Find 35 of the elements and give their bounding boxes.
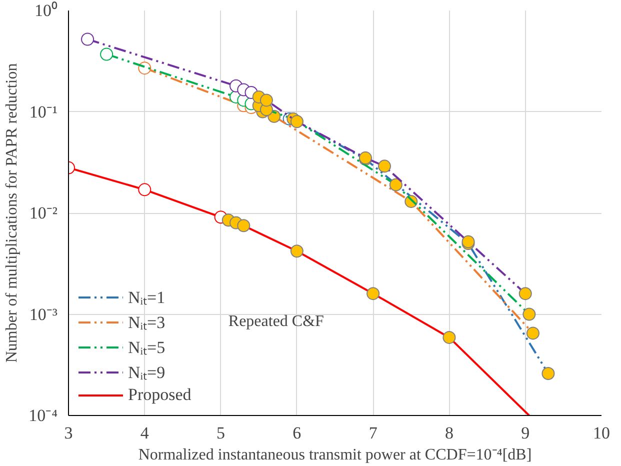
y-tick-label: 10⁻¹ xyxy=(29,102,58,122)
y-tick-label: 10⁻³ xyxy=(29,304,58,324)
x-tick-label: 6 xyxy=(292,424,302,442)
point xyxy=(260,94,273,107)
y-tick-label: 10⁰ xyxy=(34,1,58,20)
point xyxy=(518,287,532,300)
y-tick-label: 10⁻⁴ xyxy=(28,406,58,425)
point xyxy=(100,48,114,61)
point xyxy=(138,183,152,196)
point xyxy=(389,178,402,192)
point xyxy=(378,160,391,173)
legend-label: Nᵢₜ=9 xyxy=(128,362,166,383)
legend-label: Nᵢₜ=5 xyxy=(128,337,166,358)
x-tick-label: 3 xyxy=(64,424,73,442)
x-tick-label: 10 xyxy=(593,424,610,442)
point xyxy=(81,32,94,46)
point xyxy=(366,287,380,300)
x-axis-title: Normalized instantaneous transmit power at CCDF=10⁻⁴[dB] xyxy=(138,446,532,464)
point xyxy=(522,308,536,321)
y-tick-label: 10⁻² xyxy=(29,204,58,222)
x-tick-label: 8 xyxy=(444,424,454,442)
x-tick-label: 4 xyxy=(140,424,150,442)
y-axis-title: Number of multiplications for PAPR reduction xyxy=(4,63,21,363)
point xyxy=(290,244,304,258)
point xyxy=(542,366,555,380)
legend-label: Nᵢₜ=3 xyxy=(128,312,166,333)
legend-label: Nᵢₜ=1 xyxy=(128,287,166,308)
point xyxy=(526,326,540,340)
point xyxy=(442,330,456,344)
point xyxy=(237,219,250,232)
annotation: Repeated C&F xyxy=(228,312,324,330)
legend-label: Proposed xyxy=(128,385,192,405)
x-tick-label: 5 xyxy=(216,424,226,442)
x-tick-label: 9 xyxy=(521,424,530,442)
x-tick-label: 7 xyxy=(368,424,378,442)
